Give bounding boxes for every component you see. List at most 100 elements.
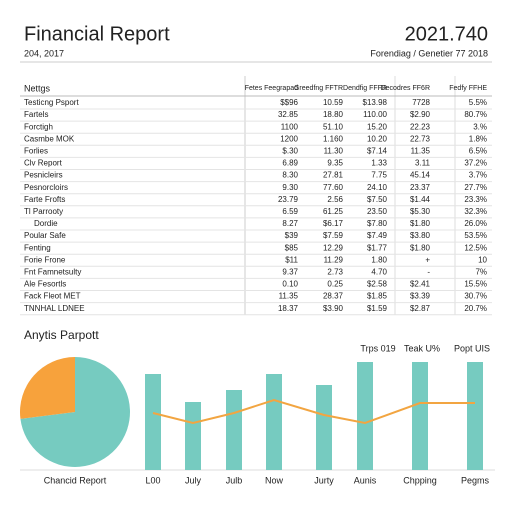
cell: 5.5% <box>469 98 487 107</box>
cell: $13.98 <box>363 98 388 107</box>
cell: 2.56 <box>327 195 343 204</box>
bar <box>226 390 242 470</box>
cell: 7.75 <box>371 171 387 180</box>
bar <box>412 362 428 470</box>
cell: 7% <box>475 268 487 277</box>
cell: 3.11 <box>415 159 431 168</box>
cell: 1.80 <box>371 255 387 264</box>
cell: 27.7% <box>464 183 487 192</box>
cell: 77.60 <box>323 183 344 192</box>
x-label: Chpping <box>403 475 437 485</box>
cell: 110.00 <box>363 110 387 119</box>
cell: $7.49 <box>367 231 388 240</box>
column-header: Fedfy FFHE <box>449 85 487 92</box>
cell: 1100 <box>281 122 299 131</box>
cell: 61.25 <box>323 207 344 216</box>
cell: 23.3% <box>464 195 487 204</box>
report-number: 2021.740 <box>405 23 488 45</box>
x-label: Jurty <box>314 475 334 485</box>
pie-label: Chancid Report <box>44 475 107 485</box>
bar <box>357 362 373 470</box>
cell: 2.73 <box>327 268 343 277</box>
cell: 22.73 <box>410 134 431 143</box>
row-label: Fartels <box>24 110 48 119</box>
cell: + <box>425 255 430 264</box>
cell: $39 <box>285 231 299 240</box>
cell: 12.5% <box>464 243 487 252</box>
cell: 15.5% <box>464 280 487 289</box>
cell: $1.80 <box>410 243 431 252</box>
series-label: Popt UIS <box>454 343 490 353</box>
cell: 51.10 <box>323 122 344 131</box>
cell: $3.90 <box>323 304 344 313</box>
cell: 0.10 <box>282 280 298 289</box>
cell: $6.17 <box>323 219 344 228</box>
subtitle: Forendiag / Genetier 77 2018 <box>370 48 488 58</box>
row-label: Tl Parrooty <box>24 207 63 216</box>
x-label: Aunis <box>354 475 377 485</box>
cell: 10.59 <box>323 98 344 107</box>
row-label: Fenting <box>24 243 51 252</box>
x-label: July <box>185 475 202 485</box>
cell: 6.5% <box>469 147 487 156</box>
x-label: Now <box>265 475 284 485</box>
cell: 10.20 <box>367 134 388 143</box>
row-label: Casmbe MOK <box>24 134 75 143</box>
cell: 12.29 <box>323 243 344 252</box>
x-label: L00 <box>145 475 160 485</box>
cell: $1.44 <box>410 195 431 204</box>
cell: 32.85 <box>278 110 299 119</box>
bar <box>185 402 201 470</box>
cell: 9.30 <box>282 183 298 192</box>
cell: 45.14 <box>410 171 431 180</box>
row-label: Pesnorcloirs <box>24 183 68 192</box>
cell: 28.37 <box>323 292 344 301</box>
cell: $$96 <box>280 98 298 107</box>
series-label: Teak U% <box>404 343 440 353</box>
x-label: Pegms <box>461 475 490 485</box>
cell: $5.30 <box>410 207 431 216</box>
cell: 11.35 <box>279 292 299 301</box>
cell: 27.81 <box>323 171 344 180</box>
date: 204, 2017 <box>24 48 64 58</box>
cell: 1.160 <box>323 134 344 143</box>
cell: 24.10 <box>367 183 388 192</box>
row-label: Ale Fesortls <box>24 280 66 289</box>
cell: $2.58 <box>367 280 388 289</box>
cell: $2.90 <box>410 110 431 119</box>
cell: $.30 <box>282 147 298 156</box>
cell: 30.7% <box>464 292 487 301</box>
cell: 8.27 <box>282 219 298 228</box>
cell: 1.8% <box>469 134 487 143</box>
cell: $1.85 <box>367 292 388 301</box>
cell: 0.25 <box>327 280 343 289</box>
cell: 8.30 <box>282 171 298 180</box>
analysis-title: Anytis Parpott <box>24 328 99 342</box>
row-label: Fack Fleot MET <box>24 292 81 301</box>
cell: 1.33 <box>371 159 387 168</box>
column-header: Nettgs <box>24 83 51 93</box>
title: Financial Report <box>24 23 170 45</box>
pie-slice <box>19 357 75 419</box>
x-label: Julb <box>226 475 243 485</box>
column-header: Greedfng FFTR <box>294 85 343 92</box>
cell: 18.37 <box>278 304 299 313</box>
bar <box>145 374 161 470</box>
cell: $1.80 <box>410 219 431 228</box>
cell: 6.59 <box>282 207 298 216</box>
cell: 20.7% <box>464 304 487 313</box>
cell: 23.79 <box>278 195 299 204</box>
cell: 3.% <box>473 122 487 131</box>
cell: 26.0% <box>464 219 487 228</box>
cell: 11.35 <box>411 147 431 156</box>
cell: - <box>427 268 430 277</box>
row-label: Testicng Psport <box>24 98 79 107</box>
cell: 3.7% <box>469 171 487 180</box>
cell: $7.59 <box>323 231 344 240</box>
cell: 9.37 <box>282 268 298 277</box>
bar <box>316 385 332 470</box>
cell: 9.35 <box>327 159 343 168</box>
cell: $1.77 <box>367 243 388 252</box>
cell: 80.7% <box>464 110 487 119</box>
